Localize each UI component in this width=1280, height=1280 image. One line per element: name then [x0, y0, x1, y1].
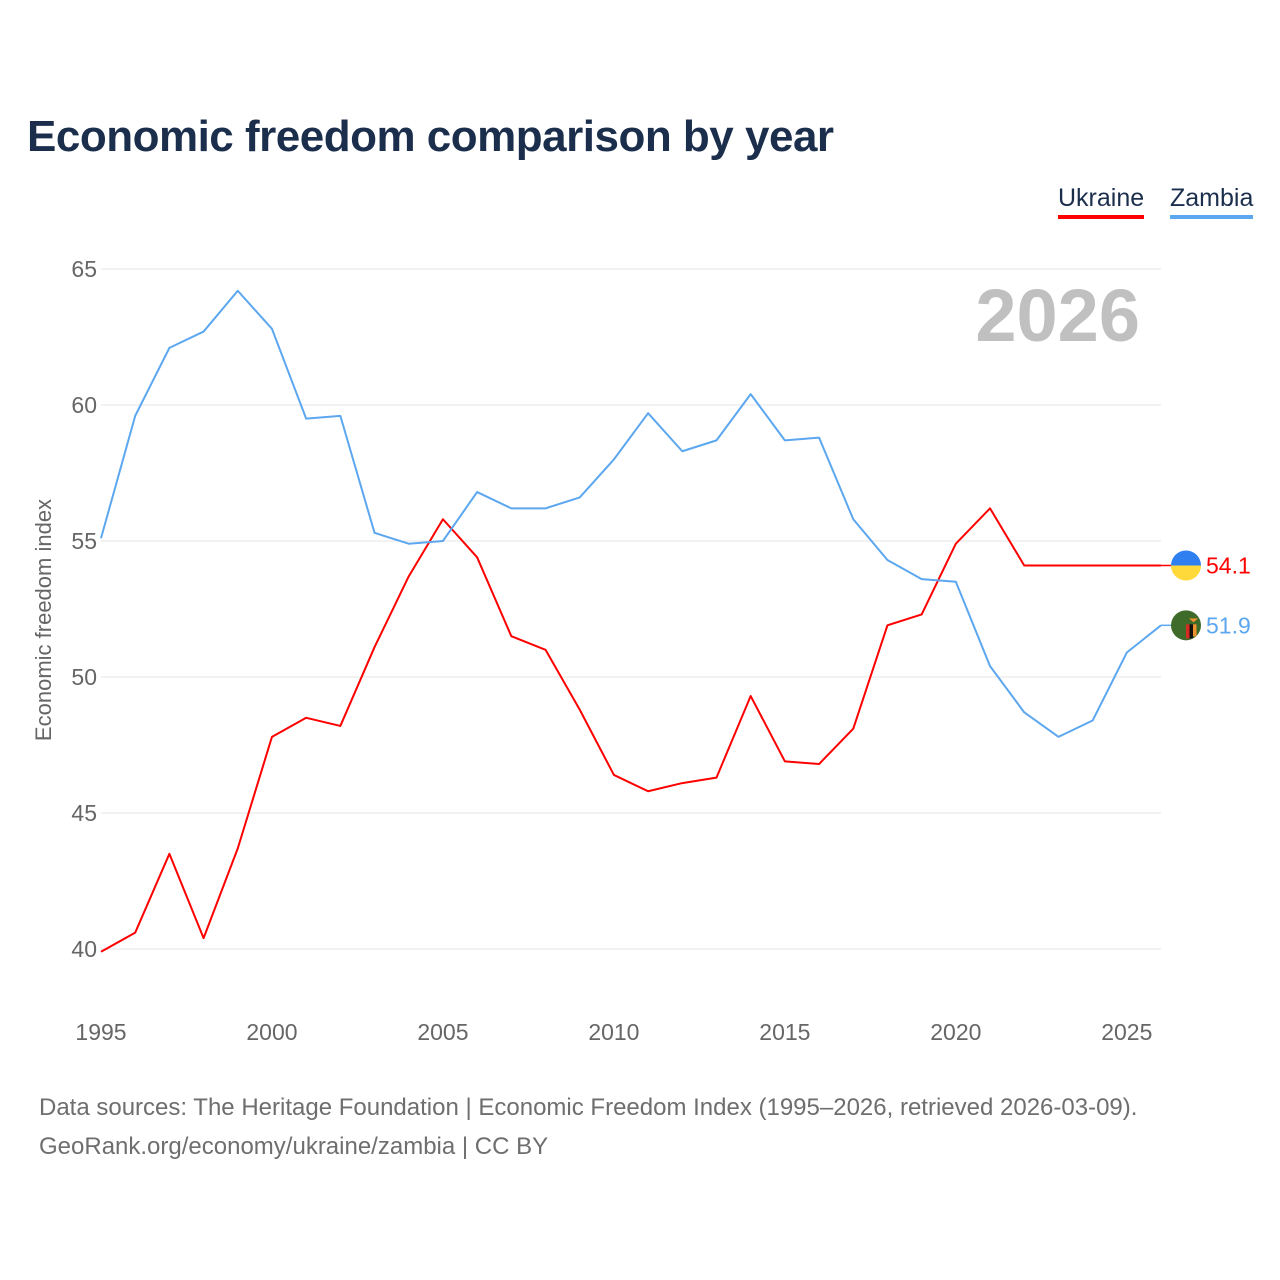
y-tick-label: 60	[71, 392, 97, 418]
y-axis-label: Economic freedom index	[31, 499, 56, 741]
x-tick-label: 2000	[246, 1019, 297, 1045]
x-tick-label: 2015	[759, 1019, 810, 1045]
end-value-label-zambia: 51.9	[1206, 612, 1251, 638]
legend-ukraine[interactable]: Ukraine	[1058, 184, 1145, 219]
y-tick-label: 50	[71, 664, 97, 690]
series-line-ukraine	[100, 507, 1161, 953]
year-watermark: 2026	[975, 274, 1140, 357]
data-source: Data sources: The Heritage Foundation | …	[39, 1088, 1137, 1166]
zambia-flag-stripe	[1189, 624, 1193, 639]
y-tick-label: 40	[71, 936, 97, 962]
zambia-flag-eagle	[1189, 618, 1198, 623]
x-tick-label: 2005	[417, 1019, 468, 1045]
x-tick-label: 1995	[75, 1019, 126, 1045]
source-line-2[interactable]: GeoRank.org/economy/ukraine/zambia | CC …	[39, 1133, 549, 1160]
series-line-zambia	[100, 289, 1162, 738]
y-tick-label: 45	[71, 800, 97, 826]
legend-zambia[interactable]: Zambia	[1170, 184, 1254, 219]
y-tick-label: 65	[71, 256, 97, 282]
ukraine-flag-icon	[1171, 550, 1201, 566]
zambia-flag-stripe	[1193, 624, 1197, 637]
ukraine-flag-icon	[1171, 565, 1201, 581]
chart-title: Economic freedom comparison by year	[27, 112, 834, 161]
source-line-1: Data sources: The Heritage Foundation | …	[39, 1094, 1138, 1121]
x-tick-label: 2010	[588, 1019, 639, 1045]
zambia-flag-stripe	[1186, 624, 1190, 639]
x-tick-label: 2025	[1101, 1019, 1152, 1045]
x-tick-label: 2020	[930, 1019, 981, 1045]
end-value-label-ukraine: 54.1	[1206, 552, 1251, 578]
y-tick-label: 55	[71, 528, 97, 554]
